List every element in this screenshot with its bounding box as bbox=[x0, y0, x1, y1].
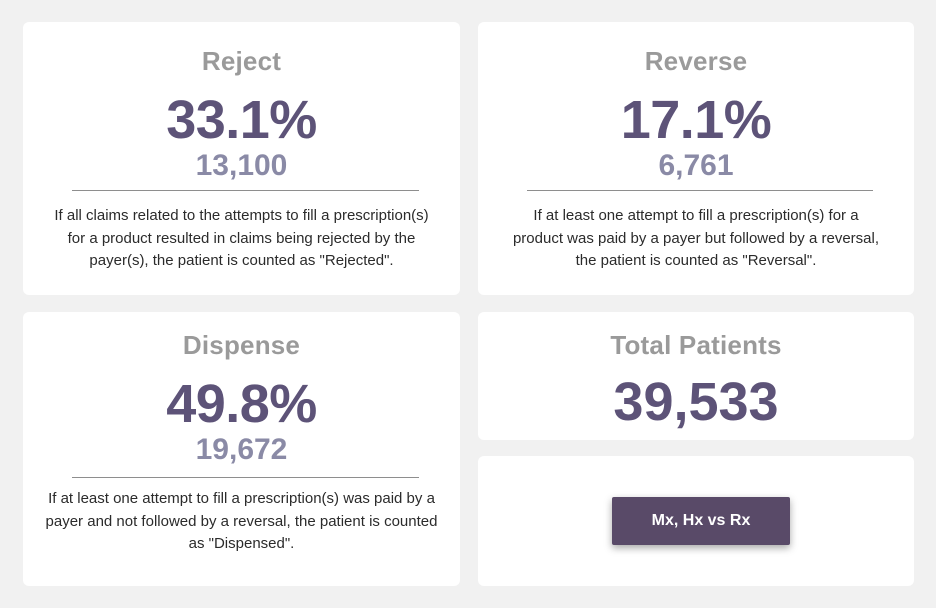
mx-hx-vs-rx-button[interactable]: Mx, Hx vs Rx bbox=[612, 497, 790, 545]
dispense-percent: 49.8% bbox=[166, 374, 317, 434]
total-patients-card: Total Patients 39,533 bbox=[478, 312, 914, 440]
reject-count: 13,100 bbox=[195, 149, 288, 182]
dispense-title: Dispense bbox=[182, 330, 301, 360]
reverse-percent: 17.1% bbox=[620, 90, 772, 150]
dispense-count: 19,672 bbox=[195, 433, 288, 466]
reject-title: Reject bbox=[201, 46, 282, 76]
reject-divider bbox=[72, 190, 419, 191]
dispense-card: Dispense 49.8% 19,672 If at least one at… bbox=[23, 312, 460, 586]
reject-description: If all claims related to the attempts to… bbox=[54, 207, 429, 269]
reverse-divider bbox=[527, 190, 873, 191]
total-patients-value: 39,533 bbox=[613, 372, 779, 432]
reject-percent: 33.1% bbox=[166, 90, 317, 150]
total-patients-title: Total Patients bbox=[610, 330, 782, 360]
dispense-description: If at least one attempt to fill a prescr… bbox=[45, 490, 438, 552]
reverse-title: Reverse bbox=[644, 46, 748, 76]
reject-card: Reject 33.1% 13,100 If all claims relate… bbox=[23, 22, 460, 295]
reverse-card: Reverse 17.1% 6,761 If at least one atte… bbox=[478, 22, 914, 295]
action-card: Mx, Hx vs Rx bbox=[478, 456, 914, 586]
reverse-count: 6,761 bbox=[658, 149, 734, 182]
dispense-divider bbox=[72, 477, 419, 478]
reverse-description: If at least one attempt to fill a prescr… bbox=[512, 207, 880, 269]
